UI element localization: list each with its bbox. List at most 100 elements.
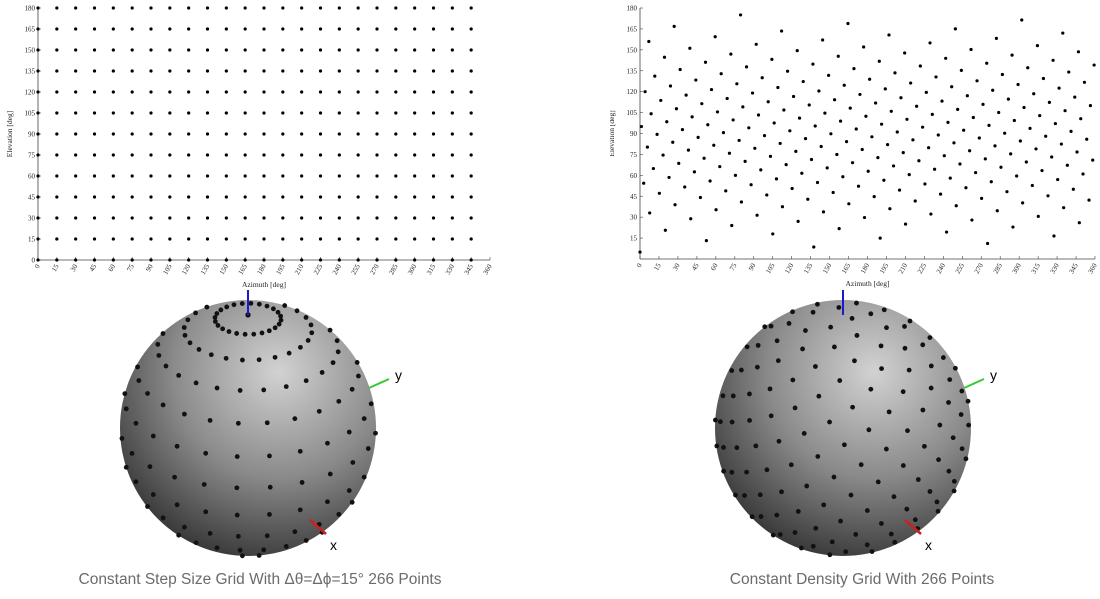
sphere-point xyxy=(212,319,218,324)
data-point xyxy=(905,117,909,121)
data-point xyxy=(950,85,954,89)
data-point xyxy=(709,87,714,92)
data-point xyxy=(1015,174,1019,178)
data-point xyxy=(938,192,943,196)
sphere-point xyxy=(747,391,752,397)
data-point xyxy=(300,90,304,94)
y-tick-label: 30 xyxy=(630,214,638,222)
data-point xyxy=(375,27,379,31)
x-tick-label: 270 xyxy=(369,263,381,277)
sphere-point xyxy=(816,393,822,399)
sphere-point xyxy=(172,474,177,480)
sphere-point xyxy=(119,436,125,441)
data-point xyxy=(318,195,323,199)
data-point xyxy=(924,90,928,94)
data-point xyxy=(92,90,97,94)
x-tick-label: 240 xyxy=(331,263,343,277)
sphere-point xyxy=(788,462,794,468)
data-point xyxy=(872,195,876,199)
sphere-point xyxy=(767,386,773,392)
data-point xyxy=(1010,53,1014,57)
data-point xyxy=(856,184,861,188)
data-point xyxy=(431,69,436,73)
sphere-point xyxy=(346,488,352,493)
sphere-point xyxy=(891,494,897,500)
data-point xyxy=(168,27,172,31)
data-point xyxy=(337,216,341,220)
sphere-point xyxy=(774,512,780,518)
data-point xyxy=(205,111,210,115)
sphere-point xyxy=(185,317,191,323)
x-tick-label: 285 xyxy=(992,262,1004,276)
sphere-point xyxy=(176,372,182,378)
sphere-point xyxy=(906,367,912,373)
data-point xyxy=(1092,63,1096,67)
data-point xyxy=(394,258,398,262)
data-point xyxy=(877,59,881,63)
data-point xyxy=(817,89,821,93)
sphere-point xyxy=(940,355,946,360)
data-point xyxy=(680,127,685,132)
x-tick-label: 135 xyxy=(199,263,211,277)
data-point xyxy=(738,13,743,17)
sphere-point xyxy=(298,344,303,350)
sphere-point xyxy=(946,468,952,474)
data-point xyxy=(431,216,436,220)
sphere-point xyxy=(866,427,872,433)
data-point xyxy=(741,105,745,109)
data-point xyxy=(55,90,59,94)
data-point xyxy=(205,258,210,262)
x-tick-label: 180 xyxy=(256,263,268,277)
data-point xyxy=(879,122,884,126)
data-point xyxy=(639,124,644,129)
data-point xyxy=(862,45,866,49)
data-point xyxy=(983,157,987,161)
x-tick-label: 45 xyxy=(88,263,99,273)
data-point xyxy=(394,111,398,115)
data-point xyxy=(187,237,191,241)
data-point xyxy=(375,153,379,157)
data-point xyxy=(647,39,651,44)
sphere-point xyxy=(843,549,849,555)
data-point xyxy=(756,113,761,117)
data-point xyxy=(413,258,417,262)
x-tick-label: 360 xyxy=(1087,262,1099,276)
data-point xyxy=(281,195,285,199)
data-point xyxy=(413,174,417,178)
data-point xyxy=(375,132,379,136)
sphere-point xyxy=(267,512,272,517)
y-axis-label: Elevation [deg] xyxy=(5,111,14,157)
sphere-point xyxy=(729,419,735,425)
data-point xyxy=(55,69,59,73)
data-point xyxy=(1053,121,1057,126)
data-point xyxy=(55,237,59,241)
x-tick-label: 60 xyxy=(107,263,118,273)
data-point xyxy=(825,166,829,170)
x-tick-label: 345 xyxy=(463,263,475,277)
data-point xyxy=(987,123,991,127)
y-tick-label: 45 xyxy=(630,193,638,201)
sphere-point xyxy=(900,389,906,395)
data-point xyxy=(243,153,247,157)
data-point xyxy=(692,170,697,174)
data-point xyxy=(36,27,40,31)
sphere-point xyxy=(815,301,820,307)
x-tick-label: 150 xyxy=(821,262,833,276)
data-point xyxy=(895,130,899,134)
sphere-point xyxy=(734,445,740,451)
sphere-point xyxy=(234,485,240,491)
sphere-point xyxy=(959,388,965,394)
data-point xyxy=(1041,76,1046,81)
sphere-point xyxy=(959,446,965,452)
data-point xyxy=(1003,131,1007,135)
sphere-point xyxy=(325,440,330,446)
data-point xyxy=(413,90,417,94)
data-point xyxy=(1057,86,1061,90)
data-point xyxy=(450,6,454,10)
data-point xyxy=(450,258,454,262)
data-point xyxy=(187,90,191,94)
sphere-body xyxy=(715,300,971,556)
data-point xyxy=(727,151,732,155)
x-tick-label: 165 xyxy=(840,262,852,276)
y-tick-label: 180 xyxy=(627,5,638,13)
